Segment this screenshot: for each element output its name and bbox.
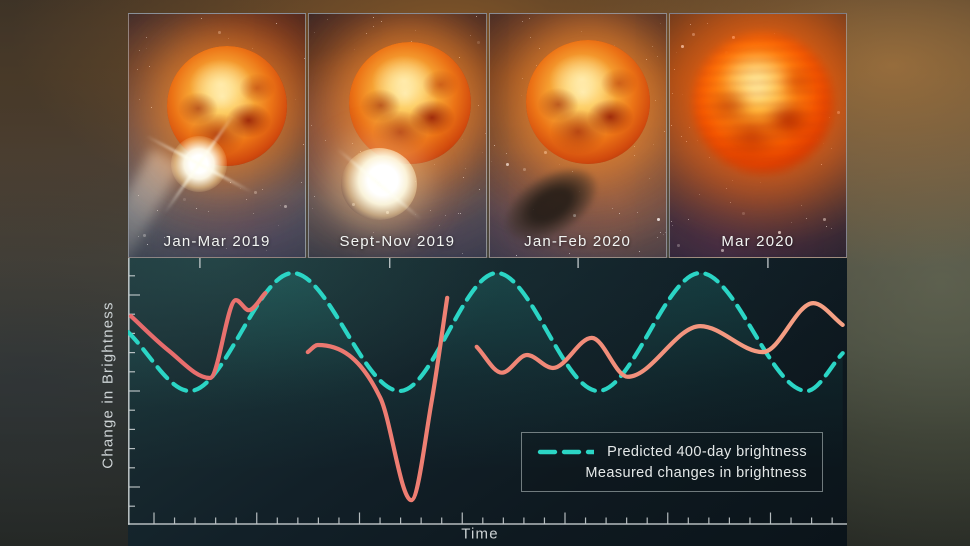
legend-label-measured: Measured changes in brightness bbox=[585, 464, 807, 481]
measured-curve-segment bbox=[474, 300, 845, 379]
starfield-dots bbox=[310, 15, 311, 16]
betelgeuse-star bbox=[167, 46, 287, 166]
y-axis-label: Change in Brightness bbox=[99, 301, 117, 469]
legend-dashed-line-sample bbox=[537, 449, 595, 454]
panel-date-label: Jan-Mar 2019 bbox=[163, 233, 271, 250]
star-image-panels-row: Jan-Mar 2019 Sept-Nov 2019 Jan-Feb 2020 … bbox=[128, 13, 847, 258]
ejected-material-blob bbox=[341, 148, 418, 220]
star-panel-mar-2020: Mar 2020 bbox=[668, 13, 847, 258]
betelgeuse-star bbox=[349, 42, 472, 164]
predicted-curve bbox=[128, 270, 845, 394]
legend-item-predicted: Predicted 400-day brightness bbox=[537, 444, 807, 460]
starfield-dots bbox=[130, 15, 131, 16]
betelgeuse-star bbox=[525, 40, 650, 164]
panel-date-label: Jan-Feb 2020 bbox=[524, 233, 632, 250]
panel-date-label: Mar 2020 bbox=[721, 233, 795, 250]
measured-curve-segment bbox=[128, 291, 268, 381]
legend-solid-line-sample bbox=[537, 470, 573, 475]
measured-curve-segment bbox=[305, 295, 450, 503]
legend-item-measured: Measured changes in brightness bbox=[537, 465, 807, 481]
starfield-dots bbox=[491, 15, 492, 16]
brightness-chart-panel: Predicted 400-day brightness Measured ch… bbox=[128, 258, 847, 546]
star-panel-jan-feb-2020: Jan-Feb 2020 bbox=[488, 13, 667, 258]
measured-curve-segments bbox=[128, 291, 845, 503]
predicted-curve-underglow bbox=[128, 273, 843, 524]
legend-label-predicted: Predicted 400-day brightness bbox=[607, 443, 807, 460]
chart-axes bbox=[128, 258, 847, 525]
x-axis-label: Time bbox=[461, 525, 499, 543]
star-panel-sept-nov-2019: Sept-Nov 2019 bbox=[308, 13, 487, 258]
panel-date-label: Sept-Nov 2019 bbox=[339, 233, 456, 250]
blur-streaks bbox=[691, 32, 834, 174]
chart-curves bbox=[128, 258, 847, 525]
bright-outburst-flare bbox=[171, 136, 227, 192]
star-panel-jan-mar-2019: Jan-Mar 2019 bbox=[128, 13, 307, 258]
betelgeuse-star-blurred bbox=[693, 34, 832, 172]
starfield-dots bbox=[671, 15, 672, 16]
chart-legend: Predicted 400-day brightness Measured ch… bbox=[521, 432, 823, 492]
